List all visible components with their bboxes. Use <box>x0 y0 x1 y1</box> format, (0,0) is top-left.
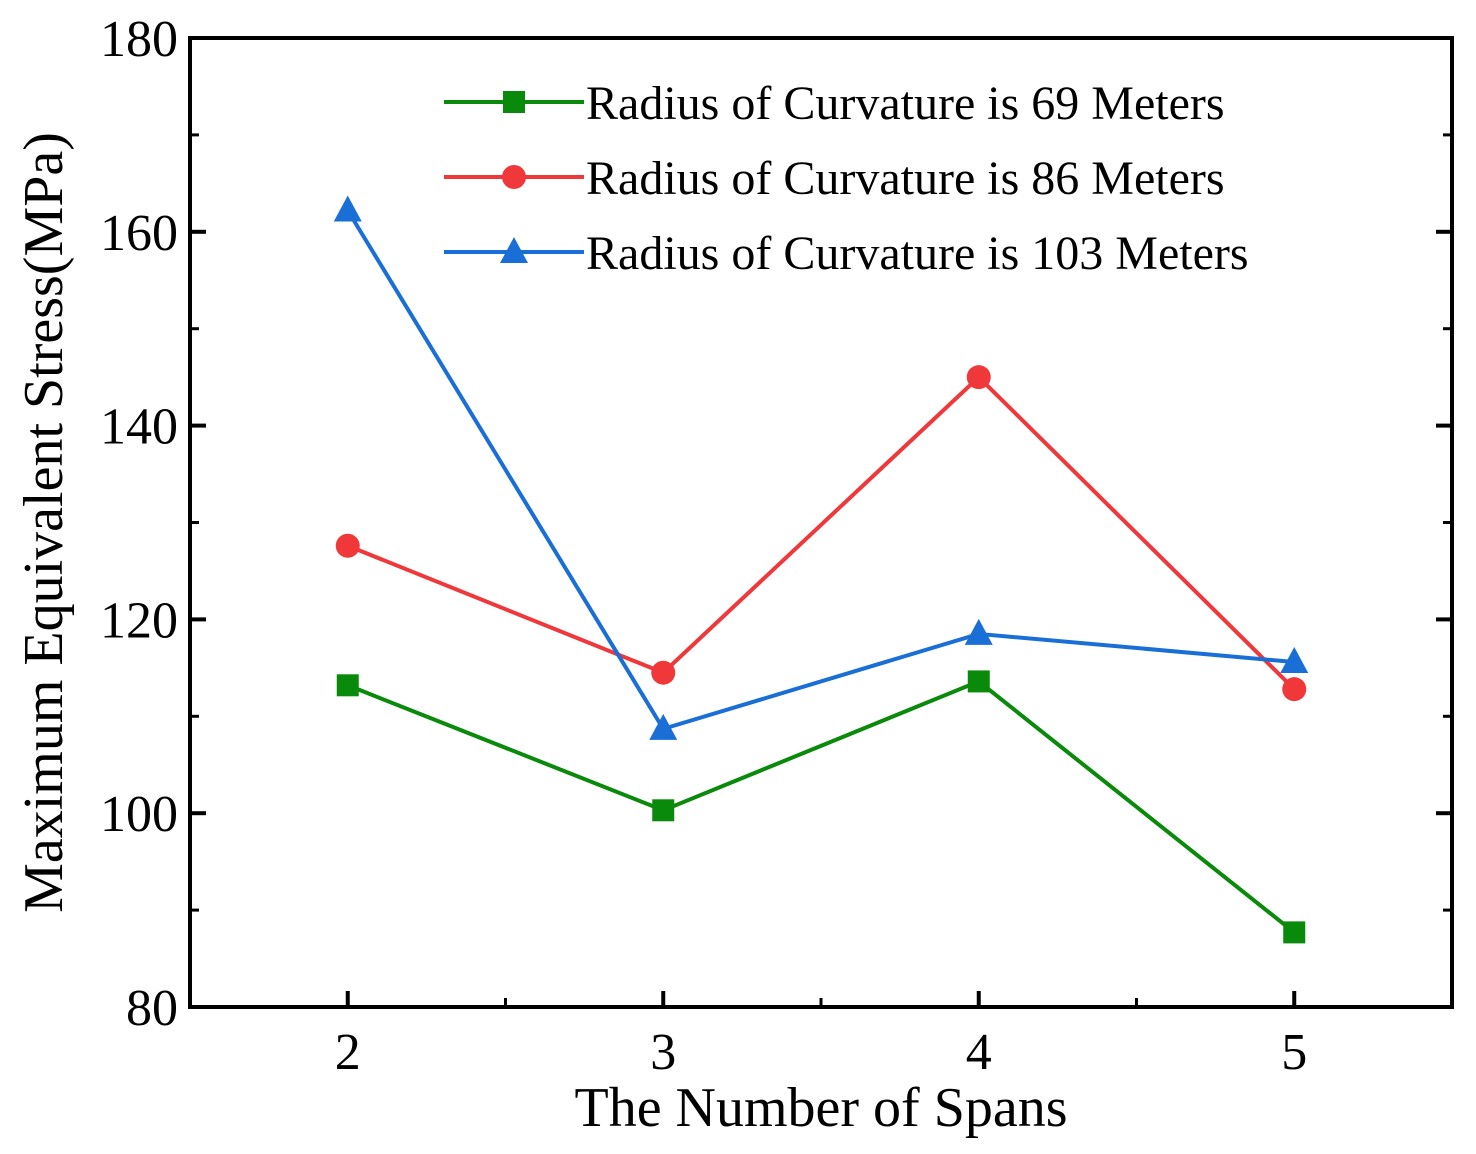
series-3 <box>333 195 1309 740</box>
y-axis-title: Maximum Equivalent Stress(MPa) <box>13 132 75 913</box>
series-layer <box>333 195 1309 944</box>
y-tick-label: 180 <box>100 11 178 68</box>
series-2-point <box>1282 677 1307 702</box>
series-3-point <box>649 713 678 740</box>
x-tick-label: 4 <box>966 1024 992 1081</box>
series-3-point <box>1280 647 1309 674</box>
x-axis-title: The Number of Spans <box>574 1077 1067 1139</box>
x-tick-label: 5 <box>1281 1024 1307 1081</box>
series-1-point <box>336 674 359 697</box>
y-tick-label: 80 <box>126 980 178 1037</box>
legend-label: Radius of Curvature is 86 Meters <box>586 152 1225 205</box>
x-tick-label: 3 <box>650 1024 676 1081</box>
series-2-line <box>347 375 1296 691</box>
legend-label: Radius of Curvature is 103 Meters <box>586 227 1249 280</box>
series-3-point <box>333 195 362 222</box>
y-tick-label: 140 <box>100 399 178 456</box>
series-1 <box>336 670 1306 944</box>
legend-marker <box>502 165 526 189</box>
series-3-line <box>346 209 1295 731</box>
series-1-point <box>1283 921 1306 944</box>
legend-marker <box>500 237 528 263</box>
series-2-point <box>335 533 360 558</box>
x-tick-label: 2 <box>335 1024 361 1081</box>
series-2-point <box>966 365 991 390</box>
series-3-point <box>964 618 993 645</box>
legend-marker <box>503 91 525 113</box>
series-1-line <box>347 679 1296 934</box>
series-2-point <box>651 660 676 685</box>
y-tick-label: 100 <box>100 786 178 843</box>
y-tick-label: 160 <box>100 205 178 262</box>
y-tick-label: 120 <box>100 592 178 649</box>
series-1-point <box>652 799 675 822</box>
series-2 <box>335 365 1307 702</box>
axis-ticks: 80 100 120 140 160 180 2 3 4 5 <box>100 11 1452 1081</box>
series-1-point <box>967 670 990 693</box>
legend-label: Radius of Curvature is 69 Meters <box>586 77 1225 130</box>
legend: Radius of Curvature is 69 Meters Radius o… <box>444 77 1249 280</box>
